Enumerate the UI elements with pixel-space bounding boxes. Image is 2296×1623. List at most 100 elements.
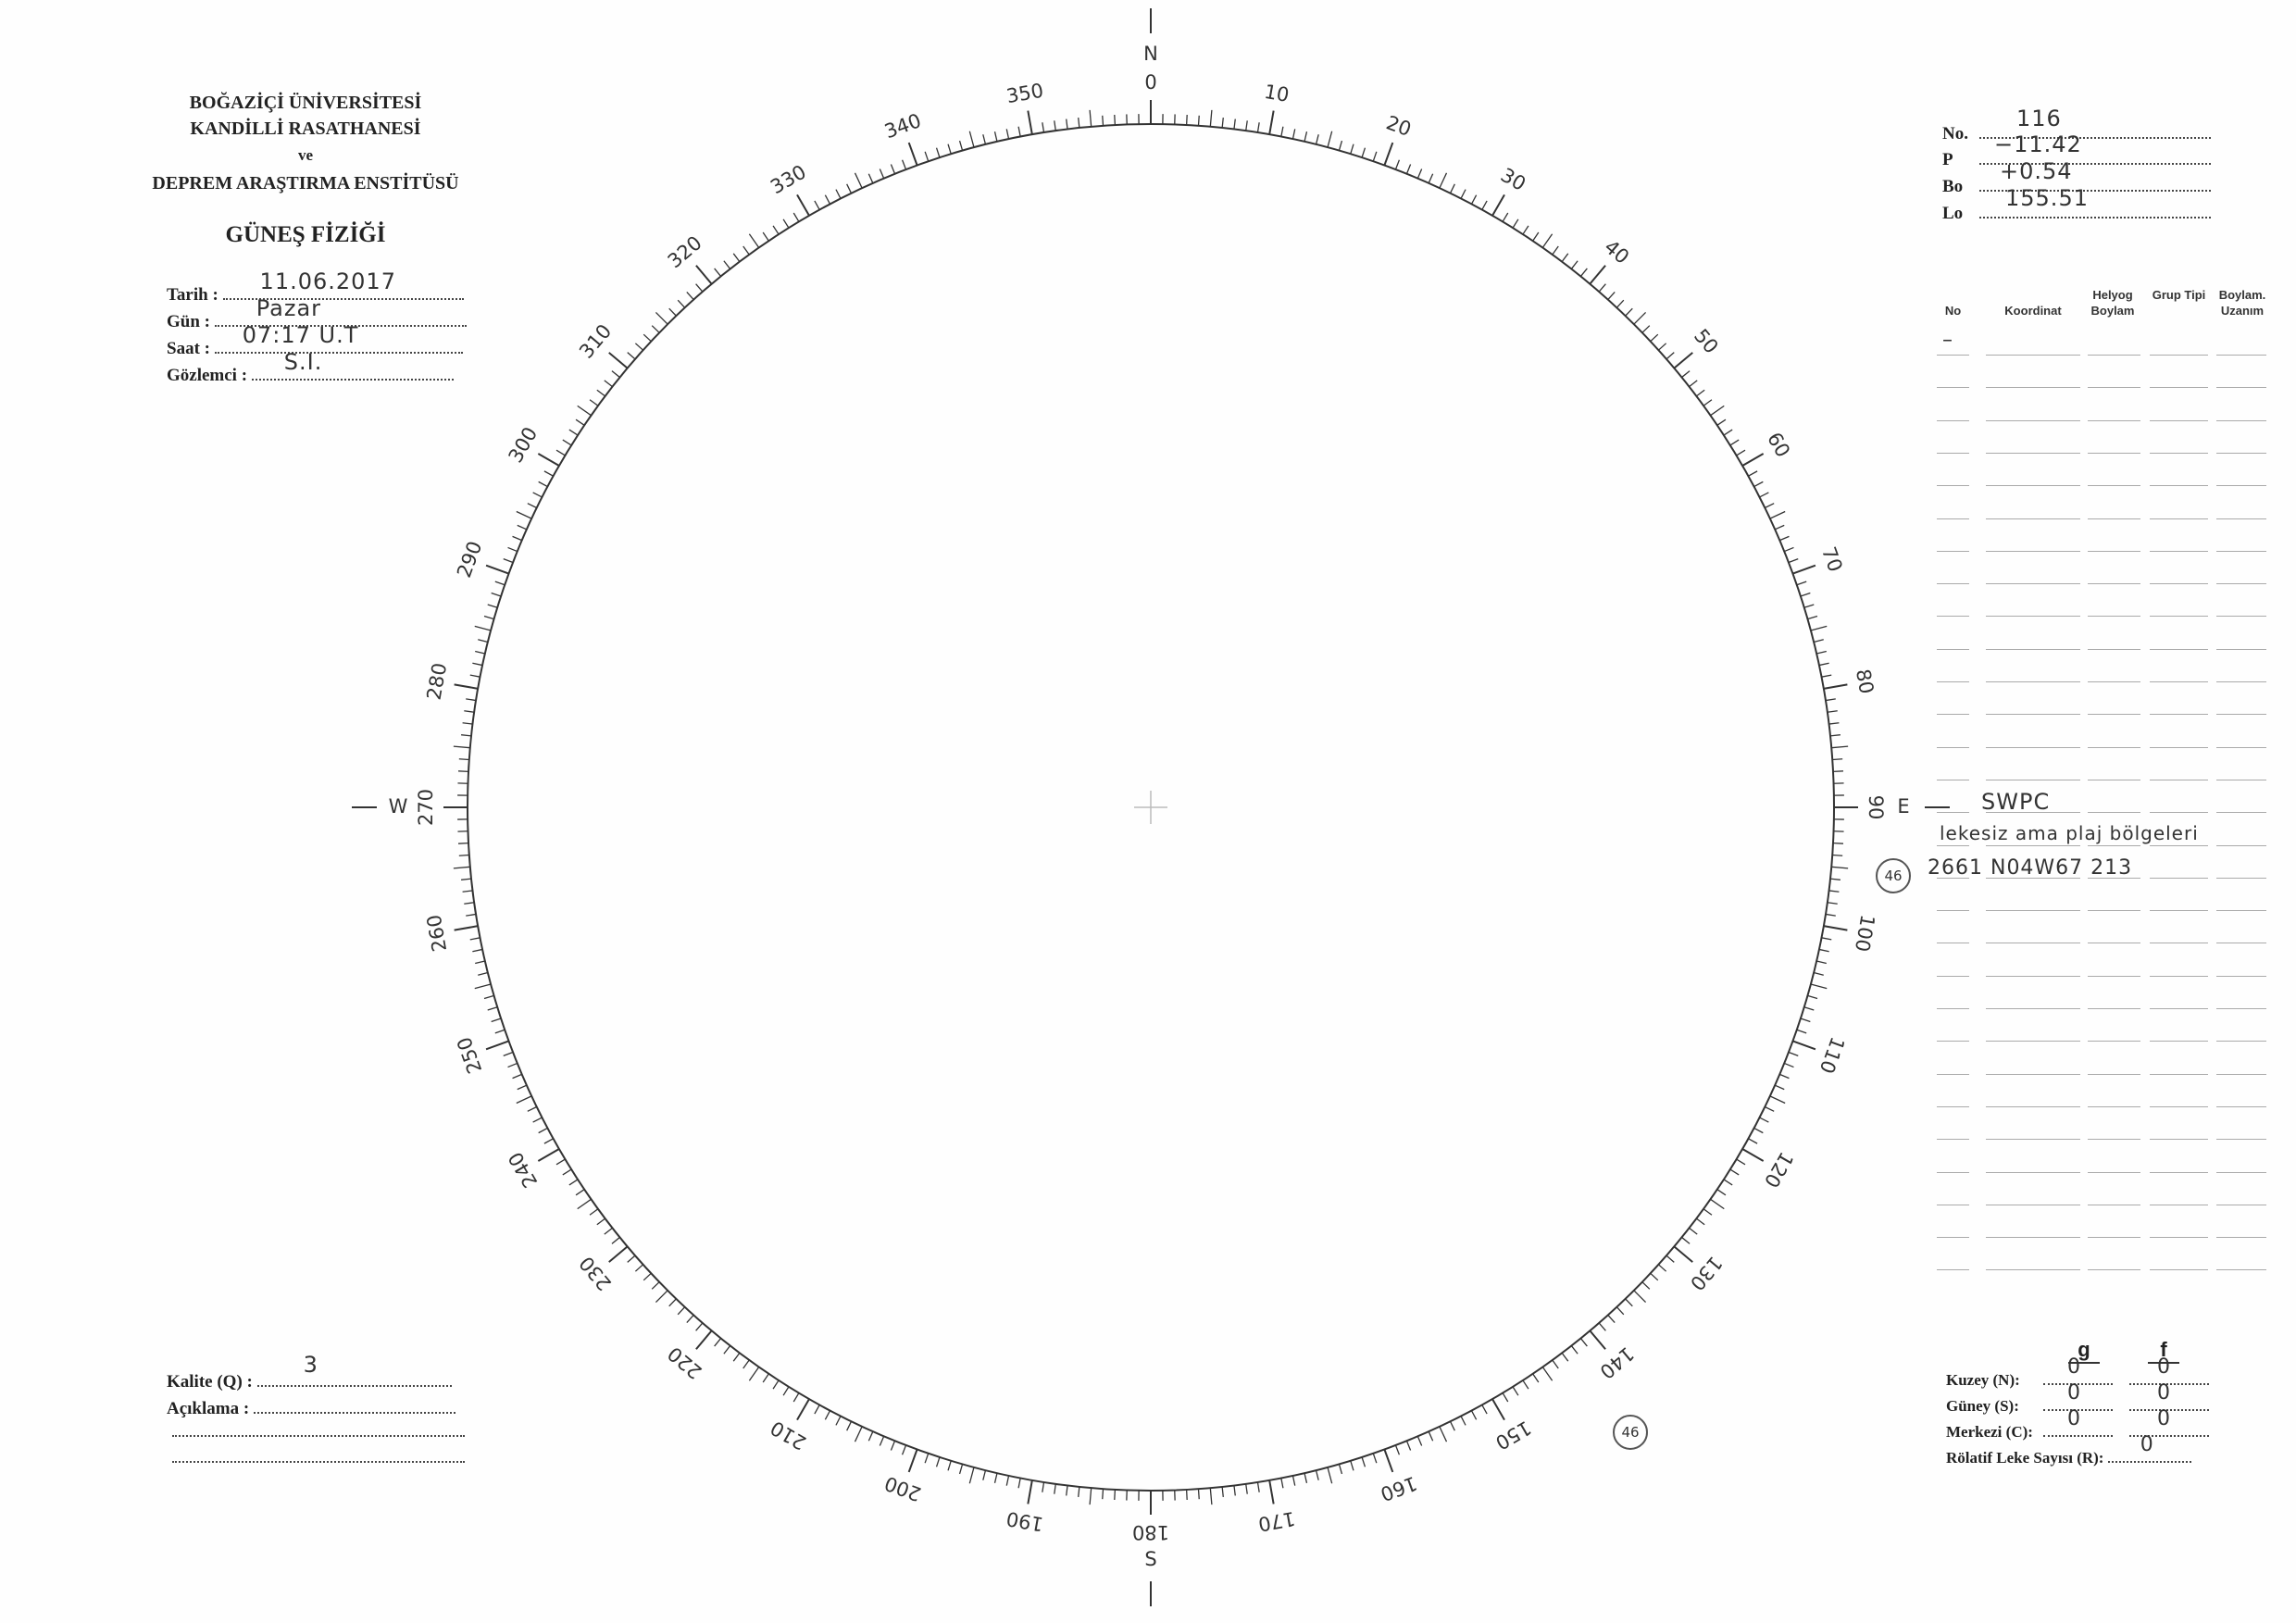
table-cell-line[interactable] [1986,746,2080,748]
table-cell-line[interactable] [2216,1269,2266,1271]
table-cell-line[interactable] [1986,1171,2080,1173]
table-cell-line[interactable] [2150,1041,2208,1042]
table-cell-line[interactable] [2088,812,2140,814]
table-cell-line[interactable] [2216,616,2266,618]
aciklama-input[interactable] [253,1393,455,1414]
table-cell-line[interactable] [2150,1139,2208,1141]
table-cell-line[interactable] [1937,648,1969,650]
table-cell-line[interactable] [2216,550,2266,552]
table-cell-line[interactable] [2216,681,2266,682]
table-cell-line[interactable] [1986,1008,2080,1009]
table-cell-line[interactable] [2088,1269,2140,1271]
table-cell-line[interactable] [2216,485,2266,487]
table-cell-line[interactable] [2216,1139,2266,1141]
table-cell-line[interactable] [1986,681,2080,682]
table-cell-line[interactable] [2088,485,2140,487]
kalite-value[interactable]: 3 [303,1352,318,1378]
table-cell-line[interactable] [1937,1105,1969,1107]
table-cell-line[interactable] [2088,648,2140,650]
table-cell-line[interactable] [2216,387,2266,389]
table-cell-line[interactable] [1937,812,1969,814]
table-cell-line[interactable] [2150,452,2208,454]
table-cell-line[interactable] [2088,1073,2140,1075]
table-cell-line[interactable] [2088,844,2140,846]
table-cell-line[interactable] [1986,975,2080,977]
gun-value[interactable]: Pazar [256,295,322,321]
merkezi-g-value[interactable]: 0 [2067,1407,2081,1430]
table-cell-line[interactable] [1937,1269,1969,1271]
table-cell-line[interactable] [1937,746,1969,748]
table-cell-line[interactable] [2150,583,2208,585]
table-cell-line[interactable] [1937,1139,1969,1141]
table-cell-line[interactable] [1937,452,1969,454]
table-cell-line[interactable] [2088,419,2140,421]
table-cell-line[interactable] [1986,812,2080,814]
tarih-value[interactable]: 11.06.2017 [259,268,396,294]
table-cell-line[interactable] [2088,877,2140,879]
table-cell-line[interactable] [2150,550,2208,552]
table-cell-line[interactable] [2150,975,2208,977]
table-cell-line[interactable] [1986,518,2080,519]
table-cell-line[interactable] [2150,910,2208,912]
table-cell-line[interactable] [2216,648,2266,650]
table-cell-line[interactable] [2150,648,2208,650]
merkezi-f-value[interactable]: 0 [2157,1407,2171,1430]
table-cell-line[interactable] [1986,1041,2080,1042]
bo-value[interactable]: +0.54 [2000,158,2073,184]
table-cell-line[interactable] [2150,355,2208,356]
table-cell-line[interactable] [1986,583,2080,585]
table-cell-line[interactable] [2216,877,2266,879]
table-cell-line[interactable] [2216,355,2266,356]
guney-g-value[interactable]: 0 [2067,1381,2081,1405]
table-cell-line[interactable] [2150,1171,2208,1173]
table-cell-line[interactable] [1986,844,2080,846]
table-cell-line[interactable] [2088,355,2140,356]
table-cell-line[interactable] [1986,1139,2080,1141]
table-cell-line[interactable] [2150,1237,2208,1239]
table-cell-line[interactable] [2088,1237,2140,1239]
table-cell-line[interactable] [1986,550,2080,552]
table-cell-line[interactable] [1986,877,2080,879]
saat-value[interactable]: 07:17 U.T [242,322,359,348]
table-cell-line[interactable] [1986,616,2080,618]
table-cell-line[interactable] [1937,1073,1969,1075]
aciklama-line-3[interactable] [172,1442,465,1463]
table-cell-line[interactable] [2150,877,2208,879]
table-cell-line[interactable] [2088,452,2140,454]
p-value[interactable]: −11.42 [1994,131,2082,157]
table-cell-line[interactable] [2216,583,2266,585]
table-cell-line[interactable] [2150,616,2208,618]
table-cell-line[interactable] [2088,681,2140,682]
table-cell-line[interactable] [2150,1008,2208,1009]
guney-f-value[interactable]: 0 [2157,1381,2171,1405]
table-cell-line[interactable] [2216,714,2266,716]
table-cell-line[interactable] [2150,518,2208,519]
table-cell-line[interactable] [1986,1105,2080,1107]
table-cell-line[interactable] [1937,583,1969,585]
table-cell-line[interactable] [2150,1105,2208,1107]
table-cell-line[interactable] [2088,714,2140,716]
table-cell-line[interactable] [1986,910,2080,912]
table-cell-line[interactable] [2150,1269,2208,1271]
table-cell-line[interactable] [2088,518,2140,519]
table-cell-line[interactable] [2088,910,2140,912]
table-cell-line[interactable] [2088,550,2140,552]
table-cell-line[interactable] [2216,1171,2266,1173]
lo-value[interactable]: 155.51 [2005,185,2089,211]
gozlemci-value[interactable]: S.I. [283,349,323,375]
table-cell-line[interactable] [1937,681,1969,682]
table-cell-line[interactable] [2216,975,2266,977]
table-cell-line[interactable] [2216,1041,2266,1042]
table-cell-line[interactable] [1937,1171,1969,1173]
table-cell-line[interactable] [1937,1041,1969,1042]
table-cell-line[interactable] [1986,485,2080,487]
table-cell-line[interactable] [1986,355,2080,356]
table-cell-line[interactable] [2216,1237,2266,1239]
table-cell-line[interactable] [2150,844,2208,846]
table-cell-line[interactable] [1937,1237,1969,1239]
table-cell-line[interactable] [2216,910,2266,912]
table-cell-line[interactable] [1937,550,1969,552]
aciklama-line-2[interactable] [172,1417,465,1437]
no-value[interactable]: 116 [2016,106,2062,131]
table-cell-line[interactable] [2150,1073,2208,1075]
